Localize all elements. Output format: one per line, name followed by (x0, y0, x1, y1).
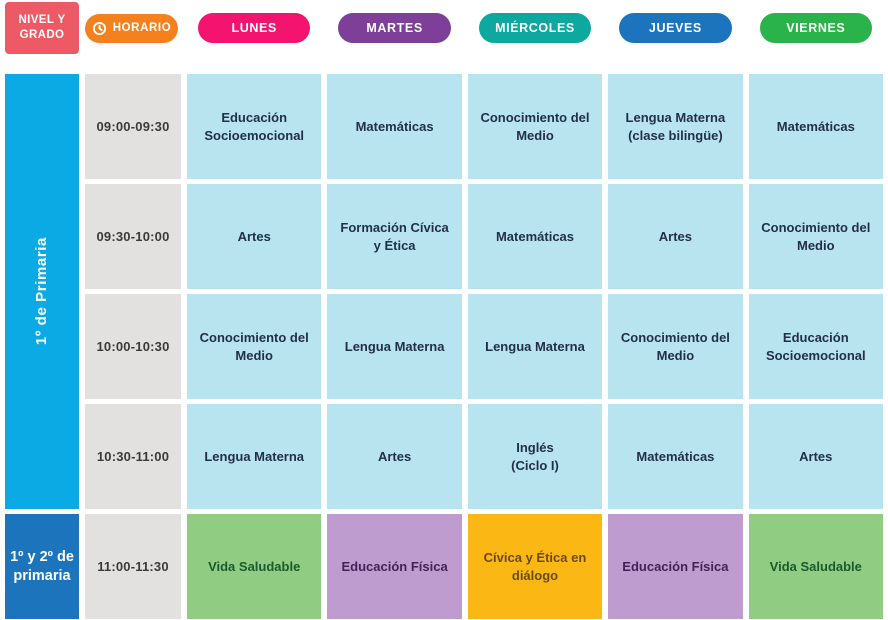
subject-cell: Artes (748, 404, 883, 509)
subject-cell: Educación Física (608, 514, 743, 619)
subject-cell: Matemáticas (467, 184, 603, 289)
time-cell: 11:00-11:30 (85, 514, 181, 619)
subject-cell: Lengua Materna (467, 294, 603, 399)
subject-cell: Educación Socioemocional (187, 74, 322, 179)
subject-cell: Conocimiento del Medio (187, 294, 322, 399)
time-cell: 10:30-11:00 (85, 404, 181, 509)
time-cell: 09:30-10:00 (85, 184, 181, 289)
subject-cell: Conocimiento del Medio (467, 74, 603, 179)
subject-cell: Formación Cívica y Ética (327, 184, 462, 289)
header-day-miercoles: MIÉRCOLES (478, 13, 592, 43)
subject-cell: Lengua Materna (327, 294, 462, 399)
subject-cell: Educación Socioemocional (748, 294, 883, 399)
level-cell-1-2-primaria: 1º y 2º de primaria (5, 514, 79, 619)
subject-cell: Conocimiento del Medio (608, 294, 743, 399)
header-day-jueves: JUEVES (619, 13, 732, 43)
subject-cell: Matemáticas (327, 74, 462, 179)
subject-cell: Artes (608, 184, 743, 289)
header-day-viernes: VIERNES (759, 13, 872, 43)
subject-cell: Lengua Materna (clase bilingüe) (608, 74, 743, 179)
time-cell: 09:00-09:30 (85, 74, 181, 179)
subject-cell: Matemáticas (608, 404, 743, 509)
level-cell-1-primaria: 1º de Primaria (5, 74, 79, 509)
level-label: 1º de Primaria (32, 237, 50, 346)
subject-cell: Educación Física (327, 514, 462, 619)
subject-cell: Cívica y Ética en diálogo (467, 514, 603, 619)
level-grade-badge: NIVEL Y GRADO (5, 2, 79, 54)
header-row: NIVEL Y GRADO HORARIO LUNES MARTES MIÉRC… (5, 2, 883, 54)
subject-cell: Inglés (Ciclo I) (467, 404, 603, 509)
subject-cell: Conocimiento del Medio (748, 184, 883, 289)
subject-cell: Artes (187, 184, 322, 289)
horario-label: HORARIO (112, 22, 172, 34)
subject-cell: Matemáticas (748, 74, 883, 179)
subject-cell: Vida Saludable (748, 514, 883, 619)
subject-cell: Lengua Materna (187, 404, 322, 509)
clock-icon (92, 21, 107, 36)
time-cell: 10:00-10:30 (85, 294, 181, 399)
subject-cell: Vida Saludable (187, 514, 322, 619)
schedule-table: 1º de Primaria 09:00-09:30 Educación Soc… (5, 74, 883, 619)
header-day-lunes: LUNES (198, 13, 311, 43)
subject-cell: Artes (327, 404, 462, 509)
header-day-martes: MARTES (338, 13, 451, 43)
horario-badge: HORARIO (85, 13, 178, 43)
